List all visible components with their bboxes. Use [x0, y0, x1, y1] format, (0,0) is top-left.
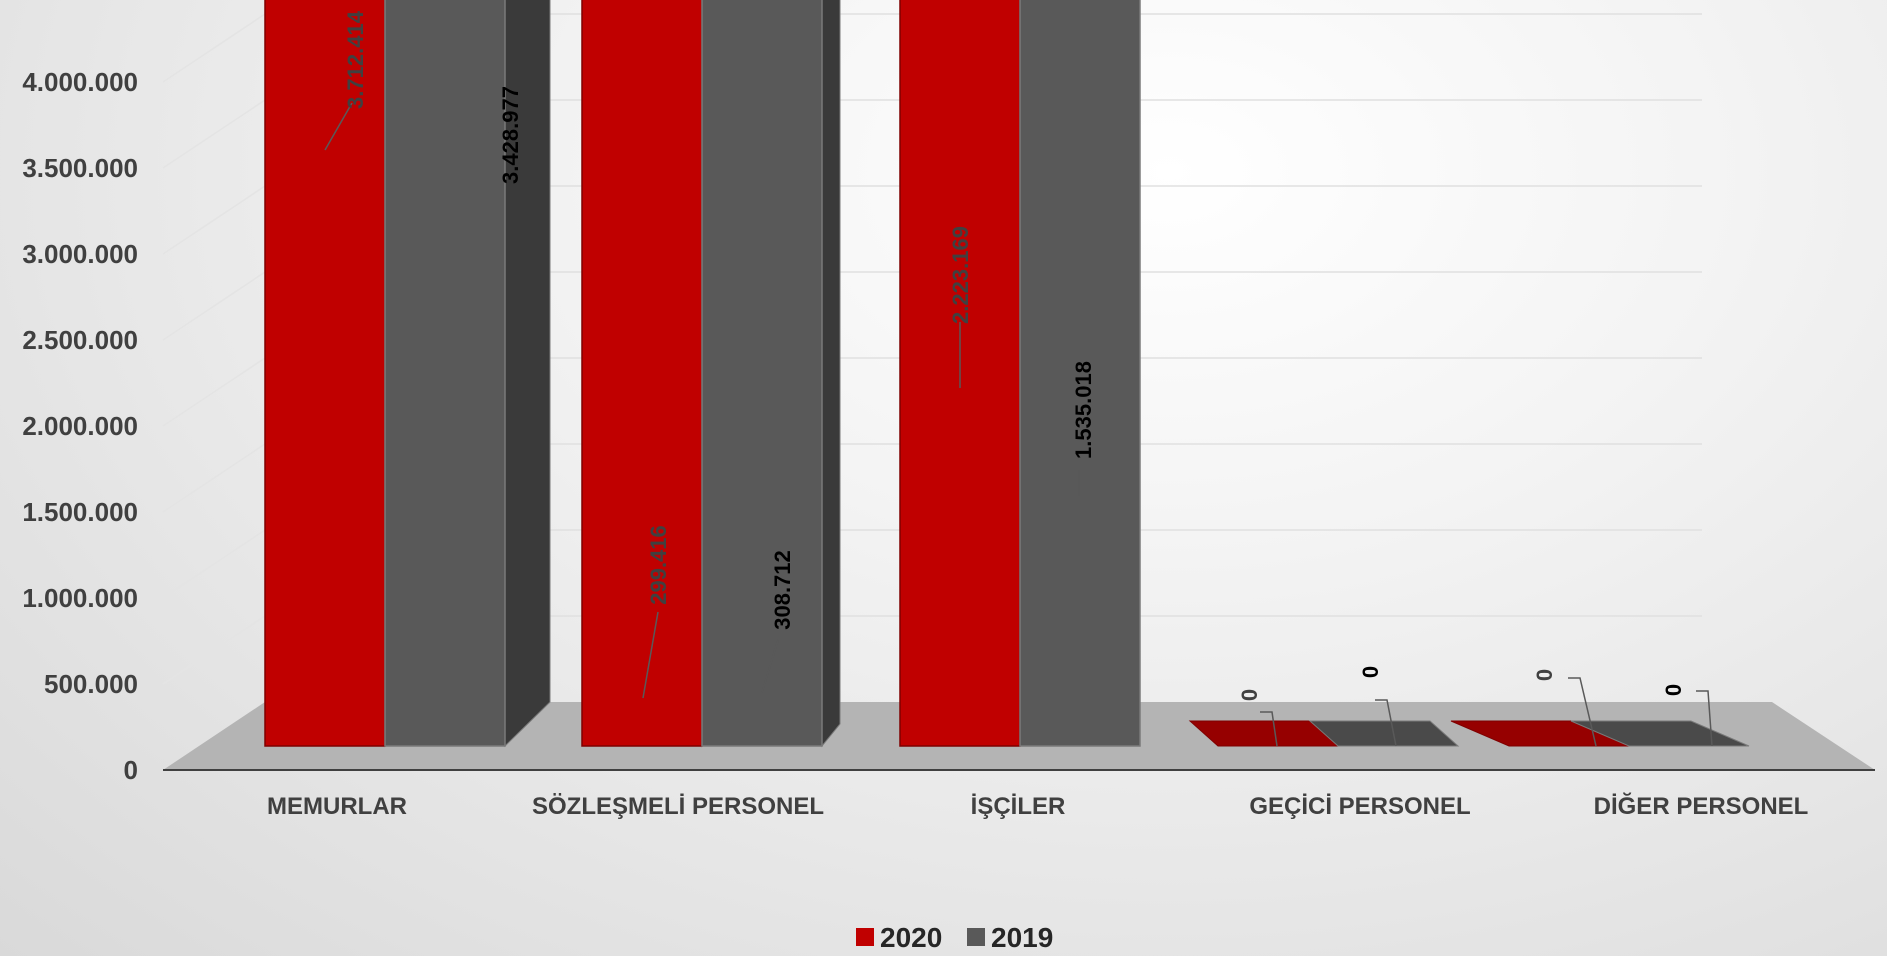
y-tick-label: 1.500.000 [22, 497, 138, 527]
gridline-side [162, 615, 266, 685]
data-label-2019: 0 [1661, 684, 1686, 696]
leader-line [324, 102, 353, 151]
y-tick-label: 2.500.000 [22, 325, 138, 355]
gridline-side [162, 13, 266, 83]
legend-label: 2020 [880, 922, 942, 953]
bar-front [384, 0, 506, 747]
data-label-2020: 299.416 [646, 525, 671, 605]
x-tick-label: İŞÇİLER [971, 793, 1066, 820]
data-label-2020: 2.223.169 [948, 226, 973, 324]
bar-2019-3 [1308, 720, 1460, 747]
gridline-side [162, 357, 266, 427]
bar-top [1570, 720, 1750, 747]
leader-line [1568, 677, 1597, 747]
y-tick-label: 1.000.000 [22, 583, 138, 613]
leader-line [1696, 690, 1713, 747]
y-tick-label: 2.000.000 [22, 411, 138, 441]
gridline-side [162, 443, 266, 513]
y-tick-label: 0 [124, 755, 138, 785]
gridline-side [162, 529, 266, 599]
x-tick-label: DİĞER PERSONEL [1594, 792, 1809, 820]
data-label-2019: 308.712 [770, 550, 795, 630]
data-label-2020: 0 [1237, 689, 1262, 701]
y-axis-ticks: 0 500.000 1.000.000 1.500.000 2.000.000 2.500… [22, 67, 138, 785]
y-tick-label: 4.000.000 [22, 67, 138, 97]
x-axis-ticks: MEMURLAR SÖZLEŞMELİ PERSONEL İŞÇİLER GEÇİCİ… [267, 792, 1808, 820]
data-label-2020: 0 [1532, 669, 1557, 681]
bars [264, 0, 1750, 748]
x-tick-label: GEÇİCİ PERSONEL [1249, 793, 1470, 820]
x-tick-label: SÖZLEŞMELİ PERSONEL [532, 793, 824, 820]
data-label-2019: 0 [1358, 666, 1383, 678]
bar-front [264, 0, 386, 747]
data-label-2019: 3.428.977 [498, 86, 523, 184]
bar-front [701, 0, 823, 747]
leader-line [642, 611, 659, 699]
bar-top [1308, 720, 1460, 747]
data-label-2019: 1.535.018 [1071, 361, 1096, 459]
legend-label: 2019 [991, 922, 1053, 953]
bar-side [821, 0, 841, 748]
bar-side [504, 0, 551, 748]
y-tick-label: 3.000.000 [22, 239, 138, 269]
leader-line [1260, 711, 1278, 747]
gridline-side [162, 185, 266, 255]
x-tick-label: MEMURLAR [267, 793, 407, 820]
bar-2019-1 [701, 0, 841, 748]
bar-2019-2 [1019, 0, 1141, 747]
legend-item-2020: 2020 [856, 922, 942, 953]
legend-swatch [856, 928, 874, 946]
y-tick-label: 500.000 [44, 669, 138, 699]
bar-front [1019, 0, 1141, 747]
legend-item-2019: 2019 [967, 922, 1053, 953]
y-tick-label: 3.500.000 [22, 153, 138, 183]
bar-front [581, 0, 703, 747]
data-labels: 3.712.414 3.428.977 299.416 308.712 2.223.16… [324, 10, 1713, 747]
bar-2019-0 [384, 0, 551, 748]
leader-line [1375, 699, 1397, 747]
bar-2019-4 [1570, 720, 1750, 747]
gridline-side [162, 99, 266, 169]
gridline-side [162, 271, 266, 341]
legend: 2020 2019 [856, 922, 1053, 953]
data-label-2020: 3.712.414 [343, 10, 368, 109]
leader-line [442, 131, 489, 196]
legend-swatch [967, 928, 985, 946]
leader-line [761, 639, 779, 693]
bar-2020-1 [581, 0, 721, 748]
